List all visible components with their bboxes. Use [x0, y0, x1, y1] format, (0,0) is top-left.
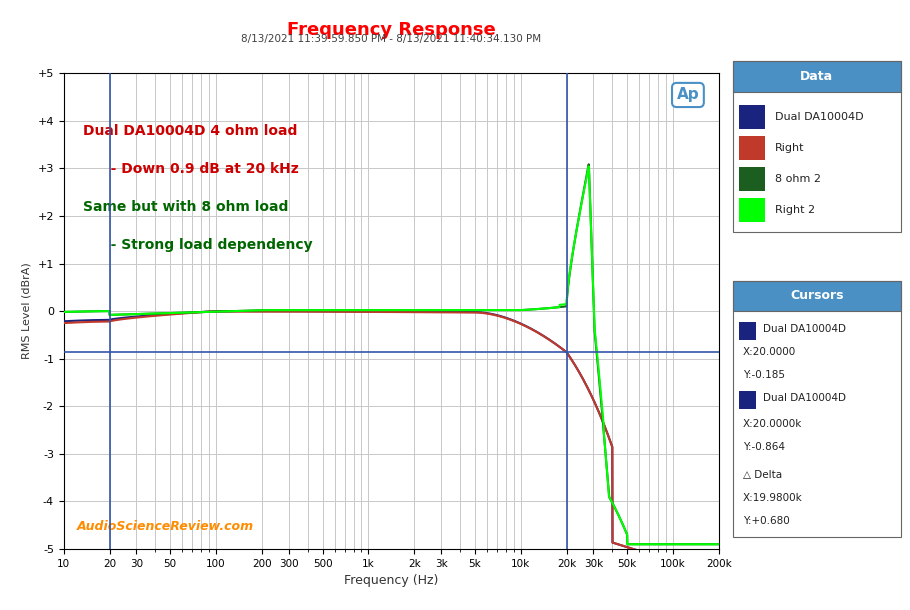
Bar [739, 167, 764, 191]
Text: Y:-0.864: Y:-0.864 [743, 442, 784, 452]
Text: X:19.9800k: X:19.9800k [743, 493, 803, 503]
Text: Right: Right [774, 143, 804, 153]
Text: AudioScienceReview.com: AudioScienceReview.com [76, 520, 254, 533]
Bar [739, 106, 764, 129]
Text: Same but with 8 ohm load: Same but with 8 ohm load [84, 200, 288, 214]
Text: Data: Data [800, 70, 834, 83]
Text: Y:-0.185: Y:-0.185 [743, 370, 784, 381]
FancyBboxPatch shape [733, 281, 901, 311]
Y-axis label: RMS Level (dBrA): RMS Level (dBrA) [22, 263, 32, 359]
X-axis label: Frequency (Hz): Frequency (Hz) [344, 574, 439, 587]
Text: Ap: Ap [677, 87, 699, 102]
Text: Dual DA10004D: Dual DA10004D [763, 325, 846, 334]
Text: 8/13/2021 11:39:59.850 PM - 8/13/2021 11:40:34.130 PM: 8/13/2021 11:39:59.850 PM - 8/13/2021 11… [241, 34, 541, 43]
Text: Dual DA10004D: Dual DA10004D [774, 112, 864, 123]
FancyBboxPatch shape [733, 61, 901, 92]
Text: Dual DA10004D 4 ohm load: Dual DA10004D 4 ohm load [84, 124, 298, 138]
Text: X:20.0000: X:20.0000 [743, 347, 796, 357]
Bar [739, 321, 756, 340]
Text: Dual DA10004D: Dual DA10004D [763, 393, 846, 403]
Text: Right 2: Right 2 [774, 204, 814, 215]
Bar [739, 198, 764, 221]
Text: Y:+0.680: Y:+0.680 [743, 517, 789, 526]
Text: Cursors: Cursors [790, 290, 844, 303]
Text: △ Delta: △ Delta [743, 470, 782, 480]
Text: - Down 0.9 dB at 20 kHz: - Down 0.9 dB at 20 kHz [96, 162, 299, 176]
Text: Frequency Response: Frequency Response [287, 21, 496, 40]
Bar [739, 391, 756, 409]
Bar [739, 136, 764, 160]
Text: - Strong load dependency: - Strong load dependency [96, 239, 313, 253]
Text: 8 ohm 2: 8 ohm 2 [774, 174, 821, 184]
Text: X:20.0000k: X:20.0000k [743, 419, 802, 429]
